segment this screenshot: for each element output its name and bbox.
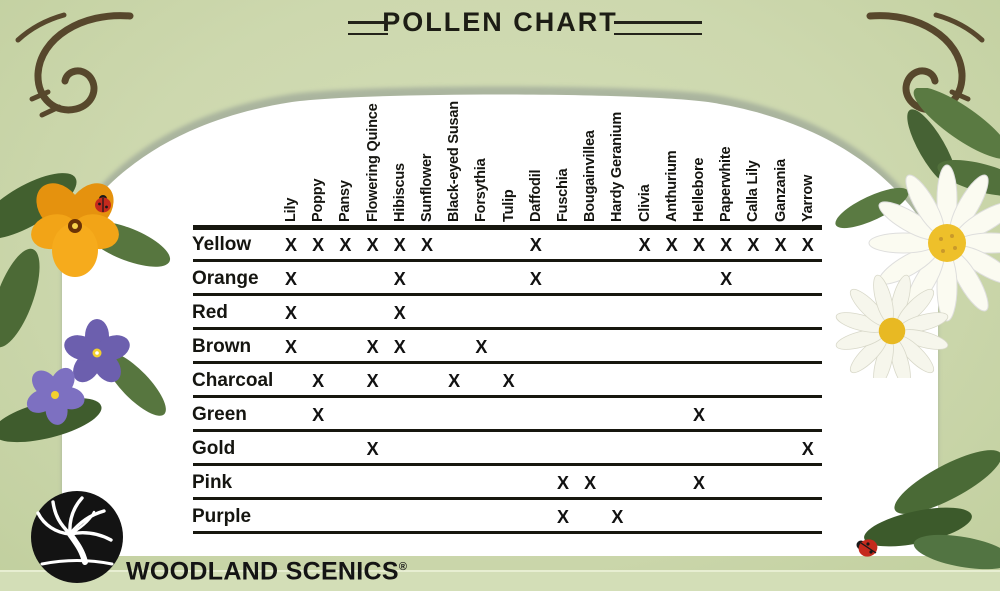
panel-face	[62, 94, 938, 556]
pollen-mark: X	[420, 235, 433, 255]
pollen-mark: X	[556, 473, 569, 493]
leaf-icon	[864, 450, 1000, 570]
pollen-mark: X	[284, 235, 297, 255]
violet-flower-icon	[64, 319, 130, 383]
row-label: Brown	[192, 336, 252, 357]
row-label: Green	[192, 404, 247, 425]
pollen-mark: X	[393, 269, 406, 289]
pollen-mark: X	[312, 405, 325, 425]
row-label: Gold	[192, 438, 236, 459]
tree-logo-icon	[31, 491, 123, 583]
daisy-flower-icon	[835, 274, 949, 378]
row-label: Charcoal	[192, 370, 274, 391]
pollen-mark: X	[393, 303, 406, 323]
column-header: Paperwhite	[718, 146, 735, 222]
row-label: Pink	[192, 472, 233, 493]
corner-flourish-icon	[15, 12, 134, 118]
pollen-mark: X	[284, 337, 297, 357]
column-header: Anthurium	[663, 150, 680, 223]
table-rule	[193, 327, 822, 330]
pollen-mark: X	[692, 235, 705, 255]
bottom-strip	[0, 570, 1000, 591]
table-rule	[193, 463, 822, 466]
page-title: POLLEN CHART	[382, 7, 618, 37]
pollen-mark: X	[502, 371, 515, 391]
pollen-mark: X	[529, 235, 542, 255]
column-header: Black-eyed Susan	[446, 101, 463, 222]
column-header: Poppy	[310, 178, 327, 222]
bottom-right-leaves	[856, 450, 1000, 570]
pollen-mark: X	[720, 235, 733, 255]
table-rule	[193, 497, 822, 500]
pollen-mark: X	[774, 235, 787, 255]
pollen-mark: X	[529, 269, 542, 289]
pollen-mark: X	[692, 405, 705, 425]
pollen-mark: X	[366, 371, 379, 391]
pollen-mark: X	[747, 235, 760, 255]
pollen-mark: X	[692, 473, 705, 493]
column-header: Calla Lily	[745, 160, 762, 222]
column-header: Hibiscus	[391, 163, 408, 222]
pollen-mark: X	[366, 235, 379, 255]
table-rule	[193, 361, 822, 364]
pollen-mark: X	[475, 337, 488, 357]
pollen-mark: X	[611, 507, 624, 527]
pollen-mark: X	[393, 235, 406, 255]
column-header: Daffodil	[527, 169, 544, 222]
pollen-mark: X	[556, 507, 569, 527]
title-rule-right	[614, 21, 702, 35]
row-label: Orange	[192, 268, 259, 289]
row-label: Purple	[192, 506, 252, 527]
column-header: Pansy	[337, 180, 354, 222]
row-label: Yellow	[192, 234, 252, 255]
pollen-mark: X	[720, 269, 733, 289]
table-rule	[193, 293, 822, 296]
column-header: Clivia	[636, 184, 653, 223]
row-label: Red	[192, 302, 228, 323]
table-rule	[193, 531, 822, 534]
column-header: Ganzania	[772, 159, 789, 222]
table-header-rule	[193, 224, 822, 230]
right-flower-cluster	[835, 88, 1000, 378]
column-header: Fuschia	[555, 168, 571, 222]
title-rule-left	[348, 21, 388, 35]
brand-wordmark: WOODLAND SCENICS®	[126, 552, 408, 586]
pollen-mark: X	[448, 371, 461, 391]
ladybug-icon	[856, 539, 878, 557]
column-header: Tulip	[500, 189, 517, 222]
pollen-mark: X	[584, 473, 597, 493]
table-rule	[193, 395, 822, 398]
column-header: Hellebore	[691, 157, 707, 222]
pollen-mark: X	[801, 235, 814, 255]
violet-flower-icon	[26, 367, 85, 425]
pollen-mark: X	[284, 303, 297, 323]
pollen-mark: X	[284, 269, 297, 289]
pollen-mark: X	[312, 371, 325, 391]
column-header: Flowering Quince	[364, 103, 381, 222]
pollen-mark: X	[665, 235, 678, 255]
registered-trademark: ®	[398, 561, 408, 573]
column-header: Sunflower	[419, 153, 435, 222]
pollen-mark: X	[801, 439, 814, 459]
left-flower-cluster	[0, 173, 171, 443]
pollen-mark: X	[393, 337, 406, 357]
ladybug-icon	[95, 195, 111, 213]
brand-name: WOODLAND SCENICS	[126, 557, 399, 586]
pollen-mark: X	[366, 439, 379, 459]
pollen-mark: X	[339, 235, 352, 255]
table-rule	[193, 259, 822, 262]
column-header: Forsythia	[473, 158, 490, 222]
daisy-flower-icon	[868, 164, 1000, 322]
table-rule	[193, 429, 822, 432]
column-header: Hardy Geranium	[609, 111, 626, 222]
pollen-mark: X	[312, 235, 325, 255]
pollen-mark: X	[366, 337, 379, 357]
column-header: Bougainvillea	[582, 130, 599, 222]
column-header: Lily	[283, 197, 299, 222]
pollen-mark: X	[638, 235, 651, 255]
column-header: Yarrow	[799, 174, 816, 222]
